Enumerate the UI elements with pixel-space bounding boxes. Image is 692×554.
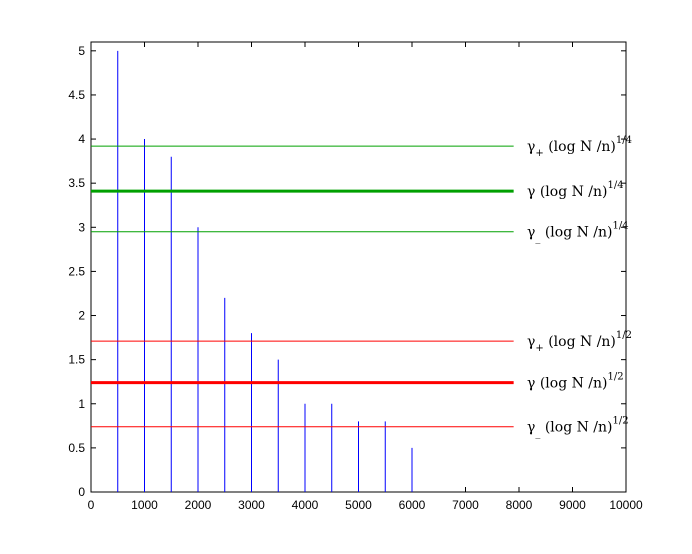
- gamma-subscript: +: [535, 343, 543, 354]
- gamma-symbol: γ: [527, 420, 535, 436]
- gamma-symbol: γ: [527, 184, 535, 200]
- gamma-subscript: +: [535, 148, 543, 159]
- y-tick-label: 0.5: [68, 441, 85, 455]
- y-tick-label: 5: [78, 44, 85, 58]
- gamma-symbol: γ: [527, 334, 535, 350]
- reference-line-label: γ+ (log N /n)1/2: [527, 330, 632, 354]
- plot-area: [90, 41, 627, 493]
- reference-line-label: γ+ (log N /n)1/4: [527, 135, 632, 159]
- x-tick-label: 7000: [452, 498, 479, 512]
- label-exponent: 1/2: [608, 372, 624, 383]
- x-tick-label: 8000: [506, 498, 533, 512]
- reference-line-label: γ_ (log N /n)1/2: [527, 416, 629, 440]
- reference-line-labels: γ+ (log N /n)1/4γ (log N /n)1/4γ_ (log N…: [527, 135, 632, 440]
- y-tick-label: 2.5: [68, 264, 85, 278]
- gamma-subscript: _: [535, 429, 540, 440]
- label-exponent: 1/4: [616, 135, 632, 146]
- x-tick-label: 4000: [292, 498, 319, 512]
- y-tick-label: 3: [78, 220, 85, 234]
- label-body: (log N /n): [535, 376, 607, 392]
- label-body: (log N /n): [544, 334, 616, 350]
- x-tick-label: 3000: [238, 498, 265, 512]
- x-tick-label: 5000: [345, 498, 372, 512]
- label-exponent: 1/4: [613, 221, 629, 232]
- axis-ticks: 0 1000 2000 3000 4000 5000 6000 7000 8000 9000 100…: [68, 42, 643, 512]
- gamma-symbol: γ: [527, 376, 535, 392]
- reference-line-label: γ (log N /n)1/4: [527, 180, 624, 200]
- gamma-subscript: _: [535, 234, 540, 245]
- gamma-symbol: γ: [527, 225, 535, 241]
- y-tick-label: 3.5: [68, 176, 85, 190]
- y-tick-label: 0: [78, 485, 85, 499]
- reference-lines: [91, 145, 514, 428]
- label-body: (log N /n): [540, 225, 612, 241]
- label-exponent: 1/2: [613, 416, 629, 427]
- y-tick-label: 1: [78, 397, 85, 411]
- x-tick-label: 10000: [609, 498, 643, 512]
- label-body: (log N /n): [535, 184, 607, 200]
- x-tick-label: 9000: [559, 498, 586, 512]
- gamma-symbol: γ: [527, 139, 535, 155]
- label-exponent: 1/2: [616, 330, 632, 341]
- reference-line-label: γ_ (log N /n)1/4: [527, 221, 629, 245]
- y-tick-label: 2: [78, 309, 85, 323]
- label-body: (log N /n): [540, 420, 612, 436]
- x-tick-label: 2000: [185, 498, 212, 512]
- y-tick-label: 4: [78, 132, 85, 146]
- x-tick-label: 1000: [131, 498, 158, 512]
- label-body: (log N /n): [544, 139, 616, 155]
- x-tick-label: 6000: [399, 498, 426, 512]
- y-tick-label: 1.5: [68, 353, 85, 367]
- stem-series: [117, 50, 413, 492]
- y-tick-label: 4.5: [68, 88, 85, 102]
- x-tick-label: 0: [88, 498, 95, 512]
- label-exponent: 1/4: [608, 180, 624, 191]
- reference-line-label: γ (log N /n)1/2: [527, 372, 624, 392]
